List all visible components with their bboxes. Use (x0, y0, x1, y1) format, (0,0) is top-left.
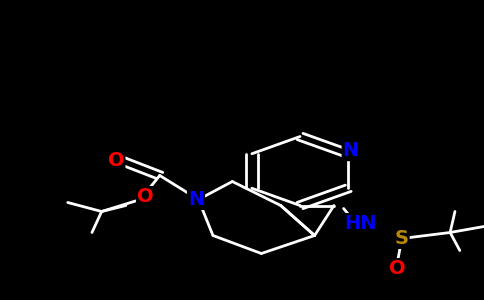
Text: N: N (188, 190, 204, 209)
Text: O: O (389, 259, 405, 278)
Text: O: O (137, 187, 153, 206)
Text: HN: HN (344, 214, 377, 233)
Text: S: S (395, 229, 408, 248)
Text: O: O (108, 151, 124, 170)
Text: N: N (343, 141, 359, 160)
